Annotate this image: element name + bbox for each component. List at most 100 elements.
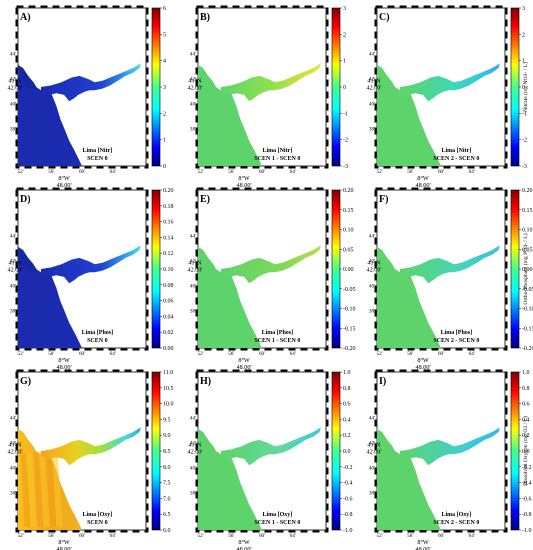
x-tick-label: 64' [110,533,116,539]
y-tick-label: 42' [369,76,375,82]
lat-label: 41°N [367,77,381,84]
lon-label: 8°W [58,357,70,364]
y-tick-label: 42' [190,76,196,82]
panel-caption-site: Lima [Nitr] [441,148,471,154]
x-tick-label: 60' [438,169,444,175]
sea-texture [27,451,38,527]
colorbar-unit-label: Nitrate (mg NO3- / L) [522,62,529,112]
x-tick-label: 60' [438,533,444,539]
lon-minutes-label: 48.00' [237,364,252,371]
colorbar-tick-label: 11.0 [163,370,173,376]
colorbar-tick-label: 8.5 [163,449,171,455]
colorbar-tick-label: 0.00 [522,267,533,273]
y-tick-label: 40' [190,465,196,471]
map-frame-dashes [195,369,329,533]
panel-caption-scenario: SCEN 2 - SCEN 0 [433,338,479,344]
panel-caption-scenario: SCEN 1 - SCEN 0 [254,156,300,162]
panel-letter: E) [200,194,210,205]
colorbar-tick-label: 0.20 [343,188,354,194]
colorbar-tick-label: 6 [163,6,166,12]
colorbar-tick-label: 3 [163,85,166,91]
lon-minutes-label: 48.00' [416,182,431,189]
colorbar-tick-label: 0.6 [343,402,351,408]
lat-minutes-label: 42.00' [366,84,381,91]
colorbar-tick-label: -0.05 [343,287,356,293]
colorbar-tick-label: 10.5 [163,386,174,392]
sea-texture [46,451,57,527]
sea-texture [52,451,63,527]
panel-caption-scenario: SCEN 1 - SCEN 0 [254,520,300,526]
colorbar-tick-label: -1.0 [343,528,353,534]
colorbar-tick-label: 10.0 [163,402,174,408]
colorbar-tick-label: -0.2 [343,465,353,471]
lat-minutes-label: 42.00' [366,266,381,273]
sea-area [18,64,82,166]
colorbar-unit-label: Ortho-Phosphate (mg PO4- / L) [522,233,529,304]
colorbar-tick-label: 2 [163,111,166,117]
x-tick-label: 56' [407,533,413,539]
panel-letter: C) [379,12,390,23]
lat-label: 41°N [188,259,202,266]
colorbar-tick-label: 0.05 [522,247,533,253]
lon-minutes-label: 48.00' [237,546,252,550]
y-tick-label: 40' [10,465,16,471]
lon-minutes-label: 48.00' [57,364,72,371]
colorbar-tick-label: 0.05 [343,247,354,253]
colorbar-tick-label: -0.4 [522,481,532,487]
y-tick-label: 38' [10,490,16,496]
sea-shade [18,64,39,91]
colorbar-tick-label: -1.0 [522,528,532,534]
colorbar [331,371,341,531]
lat-label: 41°N [367,441,381,448]
colorbar-tick-label: 0.08 [163,283,174,289]
sea-texture [39,451,50,527]
lat-label: 41°N [8,259,22,266]
map-frame-dashes [195,187,329,351]
colorbar-tick-label: 7.5 [163,481,171,487]
lat-minutes-label: 42.00' [7,84,22,91]
x-tick-label: 52' [197,351,203,357]
sea-texture [20,451,31,527]
estuary-area [41,427,141,466]
x-tick-label: 60' [79,169,85,175]
x-tick-label: 56' [228,351,234,357]
panel-letter: H) [200,376,211,387]
lon-minutes-label: 48.00' [57,182,72,189]
panel-caption-scenario: SCEN 0 [87,520,108,526]
estuary-area [221,245,321,284]
x-tick-label: 56' [407,169,413,175]
map-frame-dashes [15,369,149,533]
y-tick-label: 40' [10,101,16,107]
panels-root: A) Lima [Nitr] SCEN 0 44' 42' 40' 38' 52' 56' 60'… [7,5,533,550]
y-tick-label: 38' [369,308,375,314]
x-tick-label: 64' [290,533,296,539]
colorbar [151,371,161,531]
x-tick-label: 52' [197,169,203,175]
panel-caption-scenario: SCEN 2 - SCEN 0 [433,520,479,526]
x-tick-label: 56' [407,351,413,357]
colorbar-tick-label: -0.10 [522,307,533,313]
y-tick-label: 42' [369,440,375,446]
y-tick-label: 44' [369,233,375,239]
x-tick-label: 52' [17,533,23,539]
colorbar-tick-label: 0.4 [343,417,351,423]
colorbar-tick-label: 0.15 [522,208,533,214]
lat-minutes-label: 42.00' [366,448,381,455]
y-tick-label: 44' [369,415,375,421]
colorbar-tick-label: -0.6 [522,496,532,502]
lat-label: 41°N [8,77,22,84]
estuary-area [400,427,500,466]
sea-area [198,64,262,166]
panel-caption-scenario: SCEN 0 [87,338,108,344]
panel-caption-site: Lima [Phos] [262,330,294,336]
colorbar-tick-label: -2 [343,138,348,144]
colorbar-tick-label: 0.00 [343,267,354,273]
colorbar-tick-label: 0 [163,164,166,170]
panel-caption-site: Lima [Oxy] [262,512,292,518]
sea-area [198,246,262,348]
x-tick-label: 60' [438,351,444,357]
colorbar-tick-label: 6.0 [163,528,171,534]
map-frame-dashes [15,187,149,351]
y-tick-label: 38' [190,308,196,314]
map-panel-g: G) Lima [Oxy] SCEN 0 44' 42' 40' 38' 52' 56' 60' 6… [7,369,174,550]
